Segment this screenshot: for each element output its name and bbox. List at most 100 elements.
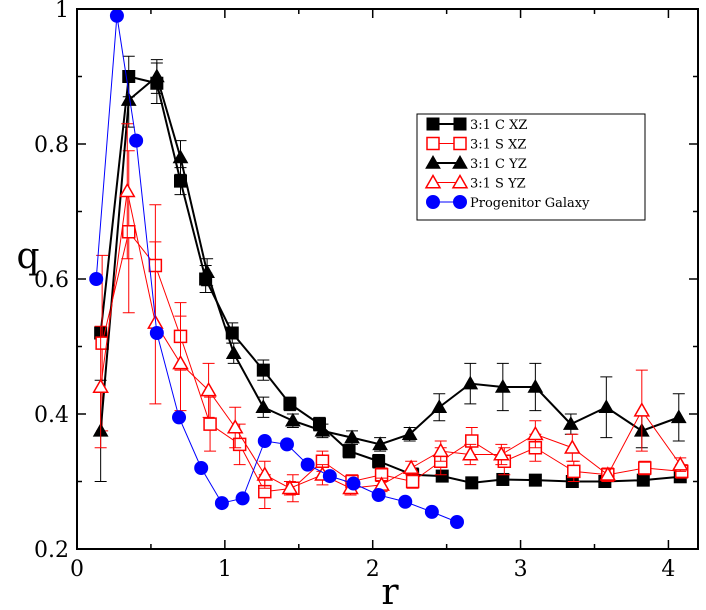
data-point [633,402,651,417]
data-point [257,434,272,448]
data-point [402,459,420,474]
data-point [496,472,510,486]
data-point [528,473,542,487]
data-point [92,378,109,393]
x-tick-label: 0 [70,557,84,582]
data-point [372,454,386,468]
data-point [465,476,479,490]
data-point [283,397,297,411]
data-point [172,149,189,164]
legend-marker [453,136,467,151]
x-tick-label: 2 [366,557,380,582]
data-point [424,504,439,519]
legend-marker [424,173,442,189]
data-point [118,182,136,198]
data-point [226,418,244,434]
legend-label: 3:1 S XZ [470,138,526,153]
data-point [564,439,581,454]
data-point [670,409,687,424]
y-tick-label: 1 [55,0,69,23]
data-point [149,326,164,340]
data-point [255,399,272,413]
data-point [314,422,331,437]
x-tick-label: 3 [514,557,528,582]
data-point [599,466,617,481]
data-point [172,354,189,370]
data-point [372,436,388,451]
data-point [671,456,689,471]
series-line-3 [100,191,681,489]
data-point [405,474,420,489]
legend-marker [453,117,467,131]
legend-marker [452,154,468,169]
data-point [494,378,511,393]
legend-entry: 3:1 C YZ [425,154,527,172]
y-tick-label: 0.2 [34,538,69,563]
data-point [465,434,479,448]
ticks-layer: 0 1 2 3 4 0.2 0.4 0.6 0.8 1 [34,0,698,582]
y-tick-label: 0.8 [34,133,69,158]
data-point [281,479,299,495]
data-point [214,496,229,511]
data-point [256,363,270,377]
data-point [279,437,294,452]
data-point [122,225,136,239]
x-axis-title: r [381,572,399,610]
series-layer [89,8,689,529]
legend-entry: 3:1 S YZ [424,173,526,192]
legend-marker [426,136,440,151]
legend-marker [426,195,440,209]
legend-entry: 3:1 C XZ [426,117,527,133]
data-point [401,426,418,440]
legend-marker [426,117,440,131]
data-point [200,381,217,397]
data-point [398,494,413,509]
data-point [148,68,165,83]
series-line-4 [95,15,458,523]
series-4 [89,8,464,529]
legend-marker [425,154,441,169]
data-point [435,469,449,483]
data-point [203,417,217,431]
legend-entry: Progenitor Galaxy [426,195,590,211]
data-point [432,442,450,458]
series-line-1 [101,230,682,493]
data-point [598,399,615,413]
data-point [638,461,652,475]
data-point [129,133,144,148]
legend: 3:1 C XZ 3:1 S XZ 3:1 C YZ 3:1 S YZ Progenit… [416,113,646,221]
data-point [493,445,510,461]
x-tick-label: 4 [661,557,675,582]
legend-label: 3:1 S YZ [470,177,526,192]
data-point [636,473,650,487]
legend-marker [453,195,467,209]
data-point [431,399,448,413]
data-point [172,410,187,425]
data-point [322,469,337,484]
series-2 [92,59,687,482]
data-point [225,345,242,359]
data-point [256,466,274,481]
data-point [300,457,315,472]
series-line-2 [99,74,680,446]
data-point [235,491,250,506]
data-point [285,412,301,427]
data-point [527,425,544,441]
data-point [120,92,137,106]
data-point [109,8,124,23]
data-point [562,416,579,430]
legend-label: 3:1 C XZ [470,118,527,133]
data-point [89,272,104,286]
y-axis-title: q [16,236,39,277]
data-point [194,461,209,475]
legend-label: 3:1 C YZ [470,157,527,172]
data-point [462,445,479,461]
legend-entry: 3:1 S XZ [426,136,526,153]
data-point [449,515,464,529]
data-point [346,476,361,491]
legend-label: Progenitor Galaxy [470,196,590,211]
legend-marker [451,173,469,189]
data-point [344,429,360,444]
x-tick-label: 1 [218,557,232,582]
